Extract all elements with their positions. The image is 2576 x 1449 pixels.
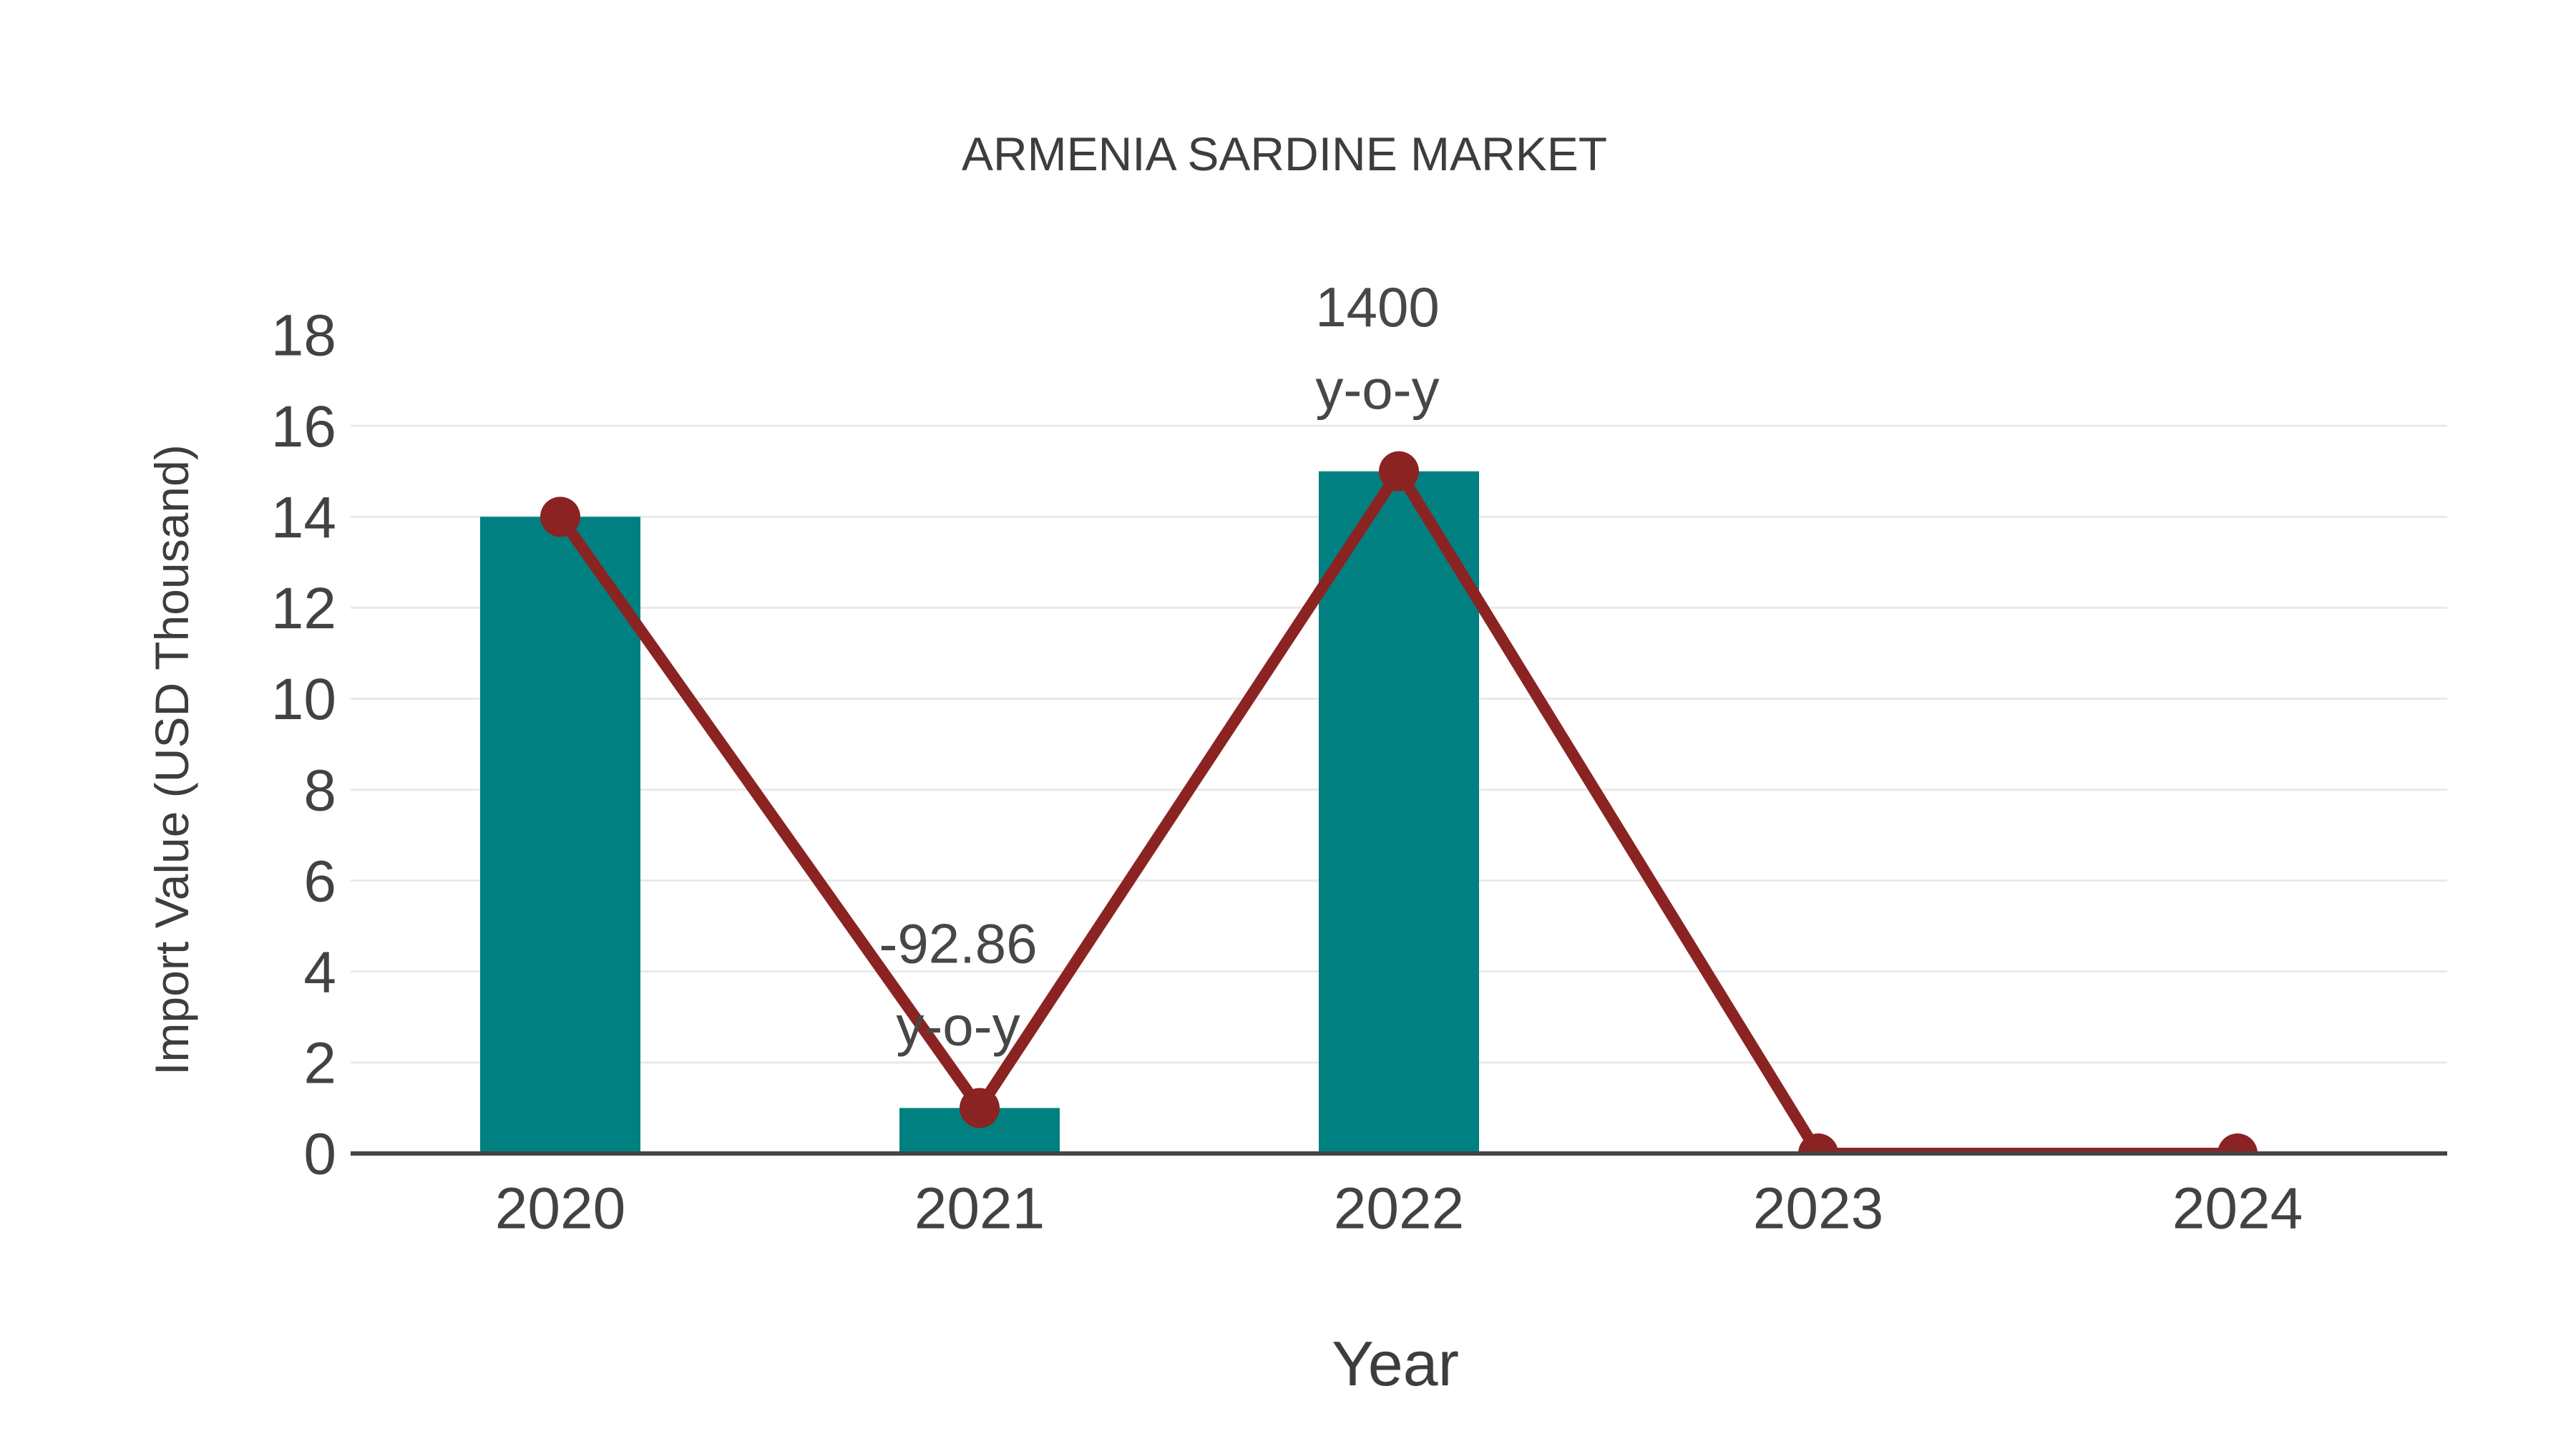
annotation-caption-2021: y-o-y	[896, 995, 1020, 1058]
annotation-value-2021: -92.86	[879, 912, 1037, 975]
y-axis-title: Import Value (USD Thousand)	[145, 444, 198, 1075]
data-point-marker-2022	[1379, 451, 1419, 492]
y-tick-label: 10	[271, 667, 336, 732]
y-axis-tick-labels: 0 2 4 6 8 10 12 14 16 18	[271, 303, 336, 1187]
y-tick-label: 6	[303, 849, 336, 914]
chart-title: ARMENIA SARDINE MARKET	[962, 127, 1607, 180]
data-point-marker-2023	[1798, 1133, 1838, 1153]
y-tick-label: 0	[303, 1122, 336, 1187]
annotation-caption-2022: y-o-y	[1315, 358, 1439, 421]
data-point-marker-2024	[2218, 1133, 2258, 1153]
x-tick-label: 2024	[2172, 1176, 2303, 1241]
y-tick-label: 18	[271, 303, 336, 369]
bar-series	[480, 471, 1479, 1153]
x-tick-label: 2023	[1753, 1176, 1883, 1241]
annotations: -92.86 y-o-y 1400 y-o-y	[879, 275, 1439, 1058]
x-axis-tick-labels: 2020 2021 2022 2023 2024	[495, 1176, 2303, 1241]
bar-2022	[1319, 471, 1479, 1153]
y-tick-label: 8	[303, 758, 336, 823]
y-tick-label: 4	[303, 940, 336, 1005]
y-tick-label: 14	[271, 485, 336, 550]
x-axis-title: Year	[1332, 1328, 1459, 1399]
x-tick-label: 2022	[1334, 1176, 1464, 1241]
line-series	[540, 451, 2258, 1153]
annotation-value-2022: 1400	[1315, 275, 1440, 338]
data-point-marker-2020	[540, 497, 580, 537]
y-tick-label: 12	[271, 576, 336, 641]
x-tick-label: 2020	[495, 1176, 625, 1241]
x-tick-label: 2021	[914, 1176, 1045, 1241]
y-tick-label: 2	[303, 1031, 336, 1096]
bar-2020	[480, 517, 640, 1153]
data-point-marker-2021	[960, 1088, 1000, 1128]
y-tick-label: 16	[271, 394, 336, 459]
